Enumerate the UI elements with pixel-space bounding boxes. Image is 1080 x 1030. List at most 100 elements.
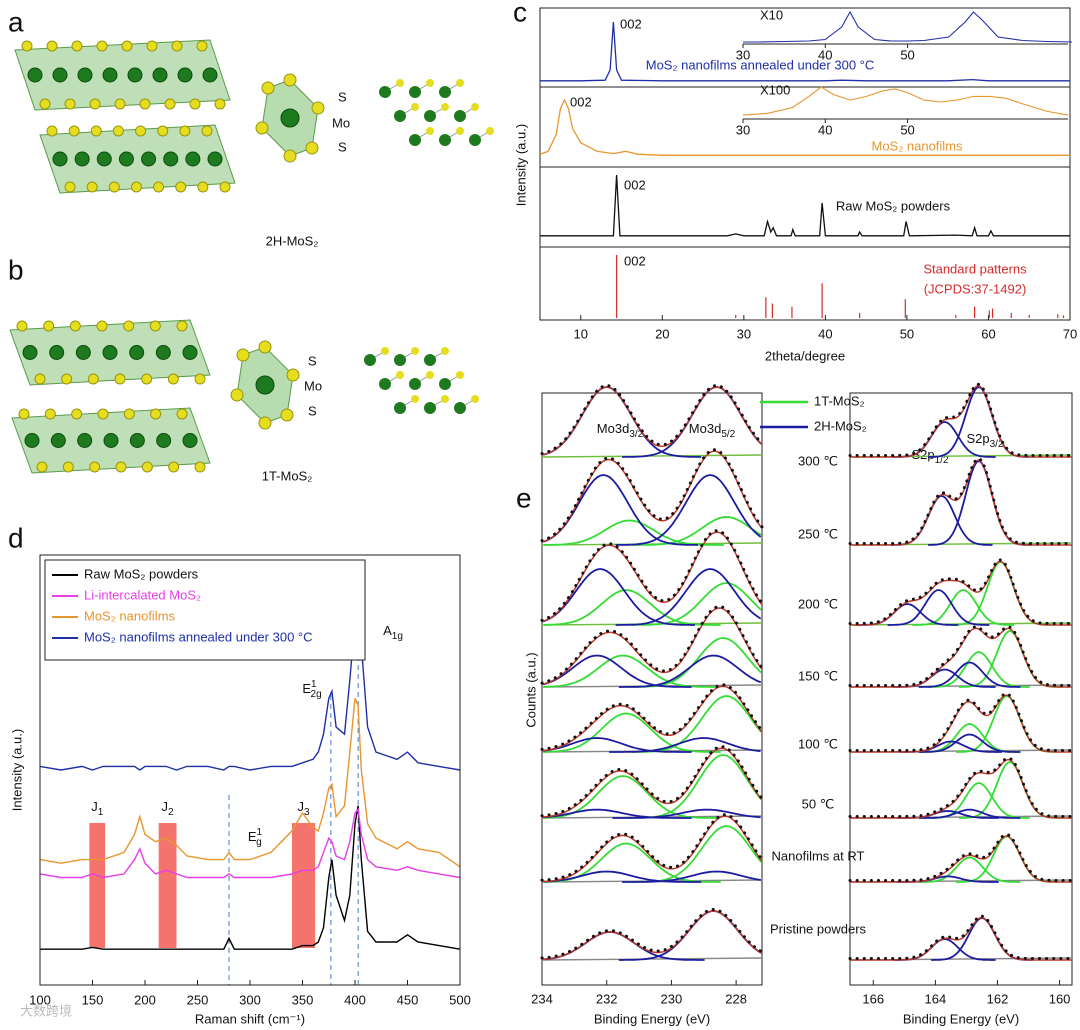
peak-label-sub: 1/2 (935, 455, 949, 466)
mo-atom (255, 375, 275, 395)
x-tick-label: 20 (655, 326, 669, 341)
fit-component (618, 910, 762, 961)
sulfur-atom (441, 395, 449, 403)
fit-envelope (850, 758, 1072, 819)
sulfur-atom (121, 40, 133, 52)
x-tick-label: 40 (818, 326, 832, 341)
mo-atom (52, 151, 68, 167)
fit-component (918, 661, 1021, 688)
row-label: 50 ℃ (802, 796, 835, 811)
fit-component (543, 737, 692, 753)
sulfur-atom (194, 461, 206, 473)
fit-component (622, 870, 762, 883)
sulfur-atom (426, 371, 434, 379)
x-tick-label: 400 (344, 992, 366, 1007)
x-tick-label: 150 (82, 992, 104, 1007)
series-label: MoS₂ nanofilms annealed under 300 °C (646, 57, 875, 72)
mo-atom (424, 110, 436, 122)
peak-label-sub: 3/2 (629, 429, 643, 440)
peak-label-sub: 3/2 (990, 439, 1004, 450)
mo-atom (454, 110, 466, 122)
band-label-base: J (298, 799, 305, 814)
mo-atom (439, 134, 451, 146)
mo-atom (207, 151, 223, 167)
fit-component (609, 737, 761, 753)
y-axis-label: Intensity (a.u.) (9, 729, 24, 811)
mo-atom (155, 345, 171, 360)
row-label: 150 ℃ (798, 668, 838, 683)
raman-line (39, 807, 461, 879)
fit-component (615, 474, 762, 546)
mo-atom (50, 433, 66, 448)
sulfur-atom (96, 320, 108, 332)
sulfur-atom (176, 408, 188, 420)
raman-line (40, 805, 461, 950)
fit-baseline (541, 454, 763, 458)
mo-atom (364, 354, 376, 366)
inset-line (743, 10, 1073, 43)
fit-component (949, 561, 1052, 626)
mo-atom (424, 354, 436, 366)
row-label: 300 ℃ (798, 453, 838, 468)
mo-atom (280, 108, 300, 128)
sulfur-atom (456, 79, 464, 87)
sulfur-atom (141, 461, 153, 473)
fit-component (543, 870, 702, 883)
fit-component (893, 938, 996, 961)
xrd-line (540, 174, 1070, 237)
mo-atom (185, 151, 201, 167)
fit-envelope (850, 835, 1072, 883)
peak-label: 002 (624, 177, 646, 192)
mo-atom (77, 433, 93, 448)
sulfur-atom (411, 347, 419, 355)
peak-label-sub: 5/2 (721, 429, 735, 440)
mo-atom (439, 86, 451, 98)
fit-component (628, 637, 762, 688)
inset-line (742, 86, 1069, 116)
measured-points (848, 456, 1074, 545)
sulfur-atom (21, 40, 33, 52)
peak-label-base: S2p (966, 431, 989, 446)
measured-points (848, 692, 1074, 752)
x-tick-label: 234 (531, 991, 553, 1006)
structure-label: 1T-MoS₂ (262, 468, 313, 483)
mo-atom (156, 433, 172, 448)
reference-label-base: E (248, 829, 257, 844)
sulfur-atom (112, 125, 124, 137)
measured-points (848, 382, 1074, 457)
mo-atom (202, 67, 218, 83)
xrd-line (540, 21, 1070, 82)
peak-label: 002 (620, 16, 642, 31)
fit-component (543, 654, 692, 688)
x-tick-label: 30 (737, 326, 751, 341)
legend-label: Li-intercalated MoS₂ (84, 587, 201, 602)
sulfur-atom (197, 181, 209, 193)
x-tick-label: 232 (596, 991, 618, 1006)
inset-tick-label: 50 (900, 122, 914, 137)
fit-baseline (541, 957, 763, 961)
band (292, 823, 316, 948)
sulfur-atom (36, 461, 48, 473)
sulfur-atom (64, 181, 76, 193)
fit-component (890, 495, 993, 546)
fit-envelope (850, 459, 1072, 546)
fit-component (959, 630, 1061, 688)
sulfur-atom (411, 395, 419, 403)
inset-tick-label: 50 (900, 47, 914, 62)
row-label: Nanofilms at RT (772, 848, 865, 863)
peak-label-base: S2p (911, 447, 934, 462)
measured-points (540, 683, 764, 751)
raman-line (39, 698, 461, 868)
atom-label: Mo (304, 378, 322, 393)
fit-envelope (850, 916, 1072, 961)
mo-atom (182, 433, 198, 448)
x-tick-label: 166 (862, 991, 884, 1006)
measured-points (848, 833, 1074, 882)
mo-atom (96, 151, 112, 167)
reference-label: E1 g (248, 827, 263, 848)
series-source: (JCPDS:37-1492) (924, 281, 1027, 296)
sulfur-atom (258, 416, 272, 430)
mo-atom (129, 433, 145, 448)
mo-atom (409, 134, 421, 146)
